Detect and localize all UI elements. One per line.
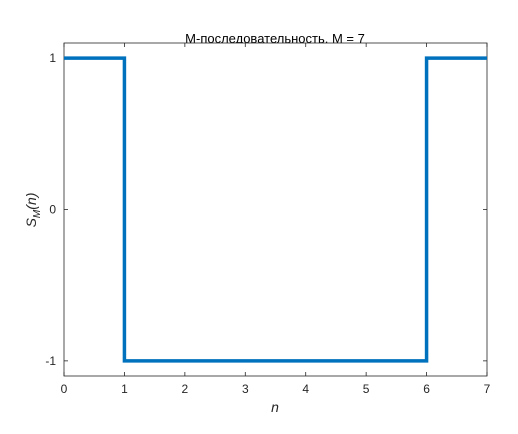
y-tick-label: 1	[49, 51, 56, 65]
plot-area: 0 1 2 3 4 5 6 7 -1 0 1	[45, 42, 491, 396]
y-axis-label-subscript: M	[32, 209, 43, 218]
x-tick-label: 3	[242, 382, 249, 396]
y-tick-label: 0	[49, 203, 56, 217]
y-tick-label: -1	[45, 354, 56, 368]
x-axis-label: n	[271, 399, 279, 415]
x-axis: 0 1 2 3 4 5 6 7	[61, 43, 491, 396]
y-axis-label-main: S	[23, 217, 39, 227]
x-tick-label: 1	[121, 382, 128, 396]
x-tick-label: 6	[423, 382, 430, 396]
series-line	[64, 56, 487, 363]
x-tick-label: 5	[363, 382, 370, 396]
y-axis-label-suffix: (n)	[23, 193, 39, 210]
axes-box	[63, 42, 488, 377]
chart-title: M-последовательность, M = 7	[185, 31, 365, 46]
x-tick-label: 7	[484, 382, 491, 396]
x-tick-label: 2	[182, 382, 189, 396]
series-group	[64, 56, 487, 363]
x-tick-label: 0	[61, 382, 68, 396]
y-axis-label: SM(n)	[23, 193, 43, 228]
x-tick-label: 4	[302, 382, 309, 396]
